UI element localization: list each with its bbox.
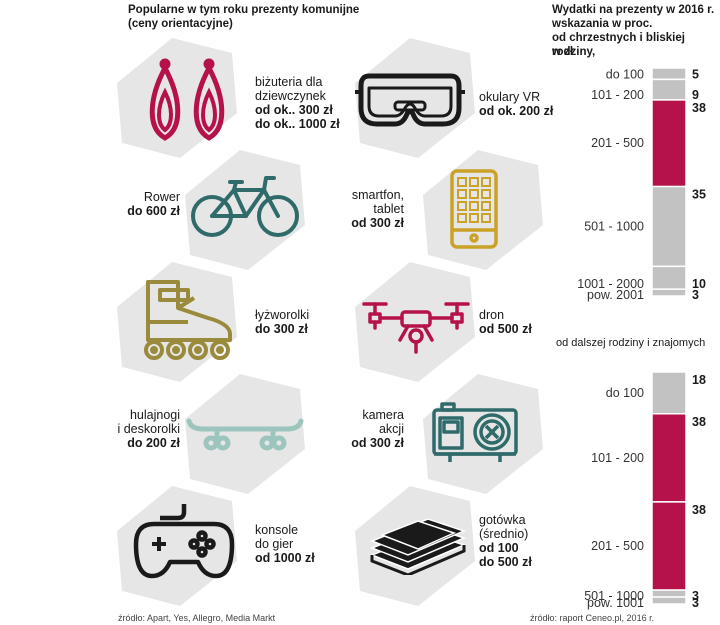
bar-segment [651,589,687,598]
bar-value-label: 18 [692,373,706,387]
product-name: gotówka [479,513,526,527]
product-label-drone: dron od 500 zł [479,308,532,336]
cash-stack-icon [369,518,467,575]
chart-2-title: od dalszej rodziny i znajomych [556,337,706,349]
left-title: Popularne w tym roku prezenty komunijne [128,4,360,16]
bar-category-label: 201 - 500 [591,539,644,553]
bar-value-label: 38 [692,415,706,429]
product-name: biżuteria dla [255,75,323,89]
product-label-earrings: biżuteria dla dziewczynek od ok.. 300 zł… [255,75,340,131]
bar-category-label: do 100 [606,67,644,81]
bar-segment [651,288,687,297]
product-price: od 100 [479,541,519,555]
product-price: do 200 zł [127,436,180,450]
bar-segment [651,596,687,605]
bicycle-icon [191,176,299,237]
product-price: do 300 zł [255,322,308,336]
bar-segment [651,265,687,290]
drone-icon [362,302,470,354]
product-name: (średnio) [479,527,529,541]
inline-skates-icon [144,280,232,360]
product-price: do 500 zł [479,555,532,569]
product-label-skates: łyżworolki do 300 zł [255,308,309,336]
bar-segment [651,413,687,503]
product-name: hulajnogi [129,408,180,422]
bar-category-label: 1001 - 2000 [577,277,644,291]
product-name: kamera [362,408,404,422]
bar-category-label: 101 - 200 [591,88,644,102]
hexagon [355,38,475,158]
bar-segment [651,371,687,415]
bar-category-label: 101 - 200 [591,451,644,465]
product-price: od ok.. 300 zł [255,103,333,117]
chart-title-line: od chrzestnych i bliskiej rodziny, [552,32,685,58]
action-camera-icon [432,402,518,462]
bar-category-label: 201 - 500 [591,136,644,150]
bar-value-label: 10 [692,277,706,291]
right-source: źródło: raport Ceneo.pl, 2016 r. [530,613,655,623]
gamepad-icon [133,504,235,579]
bar-category-label: 501 - 1000 [584,219,644,233]
product-price: od 300 zł [351,436,404,450]
bar-value-label: 3 [692,288,699,302]
product-label-phone: smartfon, tablet od 300 zł [320,188,404,230]
left-source: źródło: Apart, Yes, Allegro, Media Markt [118,613,276,623]
product-price: od ok. 200 zł [479,104,554,118]
product-name: konsole [255,523,299,537]
product-name: dron [479,308,505,322]
product-name: Rower [143,190,180,204]
bar-category-label: 501 - 1000 [584,589,644,603]
skateboard-icon [186,418,304,451]
product-label-console: konsole do gier od 1000 zł [255,523,315,565]
product-label-camera: kamera akcji od 300 zł [320,408,404,450]
product-name: łyżworolki [255,308,310,322]
left-subtitle: (ceny orientacyjne) [128,18,233,30]
chart-title-line: wskazania w proc. [552,18,653,30]
hexagon [185,374,305,494]
product-label-cash: gotówka (średnio) od 100 do 500 zł [479,513,532,569]
product-name: do gier [255,537,294,551]
bar-value-label: 9 [692,88,699,102]
bar-segment [651,185,687,268]
product-price: od 500 zł [479,322,532,336]
bar-value-label: 5 [692,67,699,81]
bar-category-label: pow. 2001 [587,288,644,302]
product-name: okulary VR [479,90,541,104]
chart-title-line: Wydatki na prezenty w 2016 r. [552,4,715,16]
bar-segment [651,99,687,188]
product-name: dziewczynek [255,89,326,103]
hexagon [355,262,475,382]
bar-segment [651,501,687,591]
chart-title-line: w zł [552,46,574,58]
bar-value-label: 38 [692,101,706,115]
product-price: od 1000 zł [255,551,315,565]
bar-segment [651,67,687,81]
earrings-icon [149,58,225,141]
bar-value-label: 3 [692,596,699,610]
product-price: do ok.. 1000 zł [255,117,340,131]
bar-value-label: 38 [692,503,706,517]
product-name: smartfon, [351,188,404,202]
vr-goggles-icon [355,73,465,127]
bar-segment [651,78,687,101]
bar-value-label: 3 [692,589,699,603]
product-name: i deskorolki [117,422,180,436]
bar-category-label: pow. 1001 [587,596,644,610]
bar-value-label: 35 [692,188,706,202]
product-name: tablet [373,202,404,216]
product-label-board: hulajnogi i deskorolki do 200 zł [80,408,180,450]
product-label-vr: okulary VR od ok. 200 zł [479,90,553,118]
smartphone-icon [450,169,498,249]
bar-category-label: do 100 [606,386,644,400]
product-price: od 300 zł [351,216,404,230]
product-price: do 600 zł [127,204,180,218]
product-name: akcji [378,422,404,436]
product-label-bike: Rower do 600 zł [80,190,180,218]
